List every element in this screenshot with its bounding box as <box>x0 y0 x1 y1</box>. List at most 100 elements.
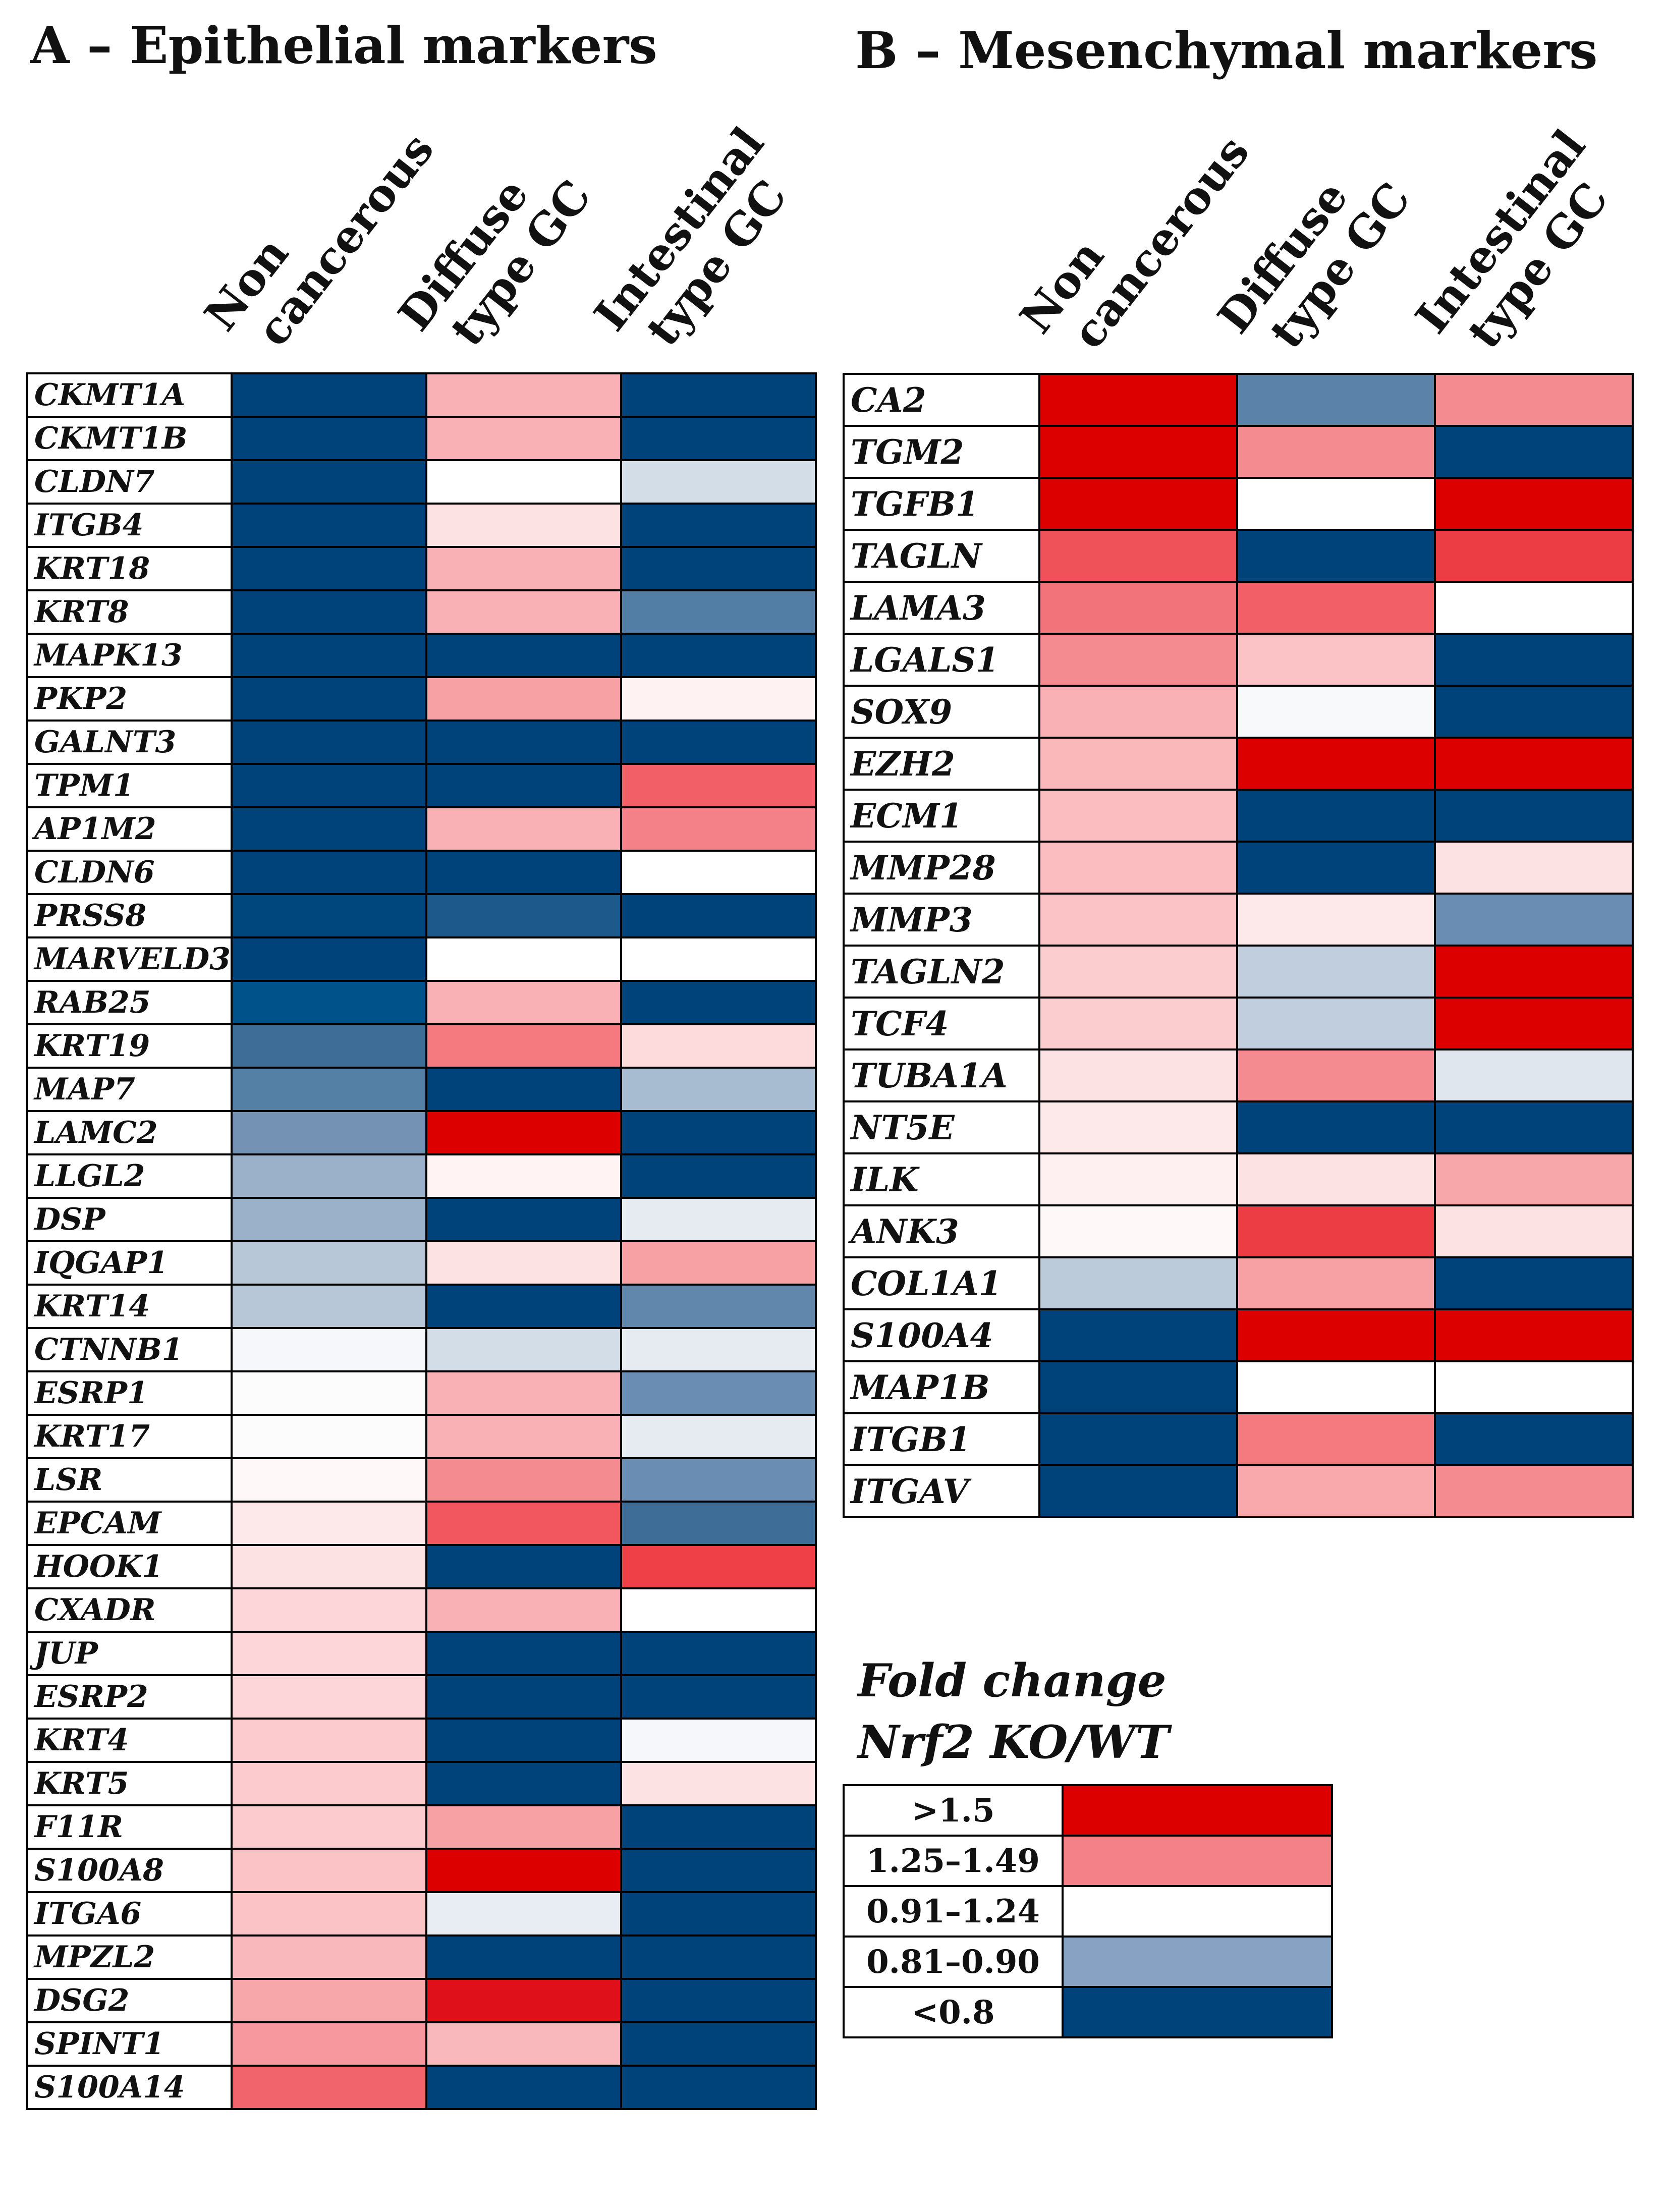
gene-label: MPZL2 <box>26 1934 233 1980</box>
mesenchymal-cell <box>1236 477 1436 531</box>
mesenchymal-cell <box>1434 1412 1634 1466</box>
gene-label: COL1A1 <box>843 1256 1040 1310</box>
epithelial-cell <box>620 416 817 461</box>
gene-label: MARVELD3 <box>26 936 233 982</box>
heatmap-row: CKMT1A <box>26 372 817 418</box>
epithelial-cell <box>230 1587 427 1633</box>
heatmap-row: MMP3 <box>843 893 1634 947</box>
epithelial-cell <box>425 1501 622 1546</box>
epithelial-cell <box>425 980 622 1025</box>
mesenchymal-cell <box>1236 1100 1436 1154</box>
heatmap-row: LLGL2 <box>26 1153 817 1199</box>
heatmap-row: ITGAV <box>843 1464 1634 1518</box>
mesenchymal-cell <box>1236 737 1436 791</box>
gene-label: TCF4 <box>843 997 1040 1050</box>
epithelial-cell <box>620 459 817 505</box>
mesenchymal-cell <box>1038 737 1238 791</box>
mesenchymal-cell <box>1038 633 1238 687</box>
epithelial-cell <box>230 1891 427 1937</box>
epithelial-cell <box>620 1327 817 1372</box>
epithelial-cell <box>230 1761 427 1806</box>
mesenchymal-cell <box>1434 477 1634 531</box>
gene-label: SOX9 <box>843 685 1040 739</box>
mesenchymal-cell <box>1038 1308 1238 1362</box>
legend-swatch <box>1062 1986 1333 2038</box>
epithelial-cell <box>230 936 427 982</box>
gene-label: ESRP2 <box>26 1674 233 1720</box>
epithelial-cell <box>425 1891 622 1937</box>
mesenchymal-cell <box>1038 841 1238 895</box>
legend-row: 1.25–1.49 <box>843 1835 1333 1887</box>
heatmap-row: MAP7 <box>26 1067 817 1112</box>
heatmap-row: CLDN7 <box>26 459 817 505</box>
heatmap-row: ILK <box>843 1152 1634 1206</box>
legend-row: <0.8 <box>843 1986 1333 2038</box>
heatmap-row: TCF4 <box>843 997 1634 1050</box>
epithelial-cell <box>230 1153 427 1199</box>
mesenchymal-cell <box>1038 529 1238 583</box>
mesenchymal-cell <box>1038 1256 1238 1310</box>
epithelial-cell <box>230 1370 427 1416</box>
legend-title: Fold change Nrf2 KO/WT <box>858 1650 1169 1773</box>
mesenchymal-cell <box>1236 685 1436 739</box>
gene-label: LAMA3 <box>843 581 1040 635</box>
epithelial-cell <box>620 633 817 678</box>
heatmap-row: PKP2 <box>26 676 817 722</box>
heatmap-row: MPZL2 <box>26 1934 817 1980</box>
mesenchymal-cell <box>1434 425 1634 479</box>
heatmap-row: ITGB4 <box>26 503 817 548</box>
epithelial-cell <box>230 850 427 895</box>
heatmap-row: LSR <box>26 1457 817 1503</box>
mesenchymal-cell <box>1434 893 1634 947</box>
gene-label: ESRP1 <box>26 1370 233 1416</box>
gene-label: ITGAV <box>843 1464 1040 1518</box>
legend-swatch <box>1062 1784 1333 1837</box>
epithelial-cell <box>620 1284 817 1329</box>
epithelial-cell <box>230 416 427 461</box>
epithelial-cell <box>230 503 427 548</box>
gene-label: PRSS8 <box>26 893 233 938</box>
epithelial-cell <box>620 936 817 982</box>
epithelial-cell <box>230 1023 427 1069</box>
epithelial-cell <box>620 806 817 852</box>
epithelial-cell <box>230 2021 427 2067</box>
gene-label: S100A4 <box>843 1308 1040 1362</box>
gene-label: CKMT1A <box>26 372 233 418</box>
gene-label: HOOK1 <box>26 1544 233 1589</box>
mesenchymal-cell <box>1038 685 1238 739</box>
epithelial-cell <box>620 1848 817 1893</box>
gene-label: LGALS1 <box>843 633 1040 687</box>
gene-label: TGFB1 <box>843 477 1040 531</box>
epithelial-cell <box>425 850 622 895</box>
panel-b-title: B – Mesenchymal markers <box>855 21 1598 80</box>
heatmap-row: LAMA3 <box>843 581 1634 635</box>
heatmap-row: CXADR <box>26 1587 817 1633</box>
epithelial-cell <box>620 763 817 808</box>
epithelial-cell <box>620 1587 817 1633</box>
gene-label: TGM2 <box>843 425 1040 479</box>
legend-label: 1.25–1.49 <box>843 1835 1064 1887</box>
epithelial-cell <box>230 676 427 722</box>
mesenchymal-cell <box>1434 685 1634 739</box>
epithelial-cell <box>425 893 622 938</box>
mesenchymal-cell <box>1434 581 1634 635</box>
heatmap-row: JUP <box>26 1631 817 1676</box>
mesenchymal-cell <box>1236 1048 1436 1102</box>
epithelial-cell <box>425 1934 622 1980</box>
heatmap-row: EPCAM <box>26 1501 817 1546</box>
mesenchymal-cell <box>1434 997 1634 1050</box>
col-header-intestinal-b: Intestinal type GC <box>1405 120 1619 358</box>
gene-label: CTNNB1 <box>26 1327 233 1372</box>
heatmap-row: LAMC2 <box>26 1110 817 1155</box>
mesenchymal-cell <box>1236 529 1436 583</box>
gene-label: MMP28 <box>843 841 1040 895</box>
gene-label: CXADR <box>26 1587 233 1633</box>
mesenchymal-cell <box>1038 1204 1238 1258</box>
gene-label: AP1M2 <box>26 806 233 852</box>
mesenchymal-cell <box>1038 1048 1238 1102</box>
gene-label: GALNT3 <box>26 720 233 765</box>
epithelial-cell <box>620 893 817 938</box>
mesenchymal-cell <box>1038 1152 1238 1206</box>
heatmap-row: CKMT1B <box>26 416 817 461</box>
epithelial-cell <box>230 1631 427 1676</box>
